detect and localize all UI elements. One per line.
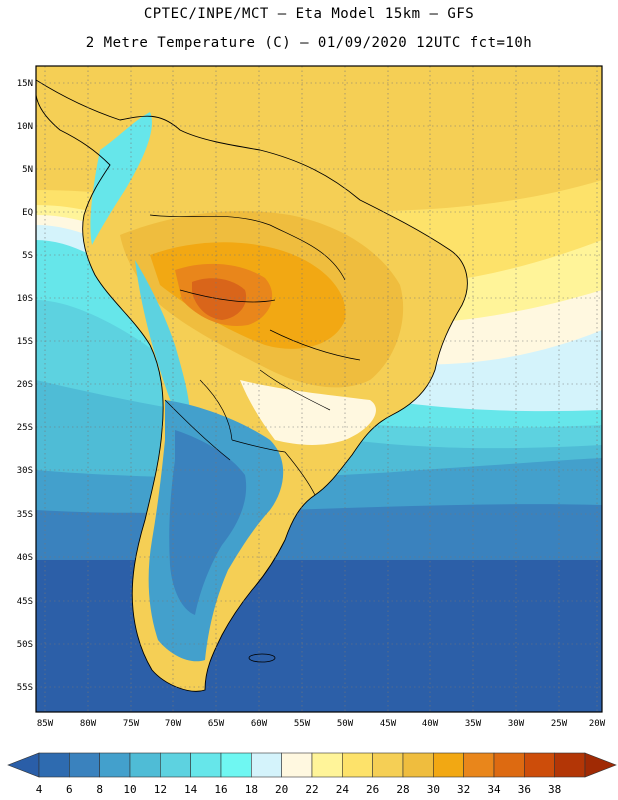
colorbar-label: 8: [96, 783, 103, 796]
lat-label: 15N: [17, 79, 33, 89]
colorbar-cell: [190, 752, 222, 778]
lat-label: 50S: [17, 640, 33, 650]
lat-label: 5N: [22, 165, 33, 175]
lat-label: 5S: [22, 251, 33, 261]
temperature-field: [36, 66, 602, 712]
colorbar-label: 24: [335, 783, 349, 796]
falkland-islands: [248, 653, 276, 663]
colorbar-cell: [402, 752, 434, 778]
land-southeast-cool: [240, 380, 376, 445]
colorbar-label: 10: [123, 783, 137, 796]
lon-label: 60W: [251, 719, 268, 729]
longitude-axis: 85W 80W 75W 70W 65W 60W 55W 50W 45W 40W …: [37, 719, 606, 729]
lon-label: 40W: [422, 719, 439, 729]
colorbar-cell: [554, 752, 586, 778]
colorbar-cell: [99, 752, 131, 778]
lon-label: 55W: [294, 719, 311, 729]
colorbar-cells: [38, 752, 586, 778]
lat-label: 10S: [17, 294, 33, 304]
lat-label: 30S: [17, 466, 33, 476]
colorbar-label: 18: [244, 783, 258, 796]
colorbar-label: 20: [275, 783, 289, 796]
colorbar-cell: [493, 752, 525, 778]
land-andes-central: [135, 260, 191, 430]
colorbar-cell: [463, 752, 495, 778]
lon-label: 25W: [551, 719, 568, 729]
colorbar-cell: [220, 752, 252, 778]
lon-label: 70W: [165, 719, 182, 729]
colorbar-cell: [281, 752, 313, 778]
colorbar-label: 4: [35, 783, 43, 796]
land-andes-north: [90, 112, 152, 245]
coastlines: [36, 79, 468, 692]
lon-label: 80W: [80, 719, 97, 729]
lat-label: 35S: [17, 510, 33, 520]
lat-label: 25S: [17, 423, 33, 433]
colorbar-cell: [524, 752, 555, 778]
lat-label: 10N: [17, 122, 33, 132]
lon-label: 75W: [123, 719, 140, 729]
land-patagonia-cold: [169, 430, 247, 615]
lat-label: 20S: [17, 380, 33, 390]
colorbar-low-arrow: [7, 752, 40, 778]
lon-label: 35W: [465, 719, 482, 729]
lat-label: 45S: [17, 597, 33, 607]
lat-label: EQ: [22, 208, 33, 218]
lon-label: 50W: [337, 719, 354, 729]
lat-label: 55S: [17, 683, 33, 693]
colorbar-cell: [160, 752, 191, 778]
colorbar-cell: [342, 752, 373, 778]
colorbar-cell: [372, 752, 404, 778]
colorbar-label: 16: [214, 783, 228, 796]
colorbar-label: 28: [396, 783, 410, 796]
colorbar-label: 34: [487, 783, 501, 796]
colorbar-cell: [311, 752, 343, 778]
country-borders: [149, 214, 361, 496]
colorbar-cell: [129, 752, 161, 778]
lon-label: 85W: [37, 719, 54, 729]
lon-label: 20W: [589, 719, 606, 729]
colorbar-cell: [38, 752, 70, 778]
lat-label: 15S: [17, 337, 33, 347]
colorbar-label: 12: [153, 783, 167, 796]
lat-label: 40S: [17, 553, 33, 563]
lon-label: 30W: [508, 719, 525, 729]
latitude-axis: 15N 10N 5N EQ 5S 10S 15S 20S 25S 30S 35S…: [17, 79, 33, 693]
colorbar-label: 32: [457, 783, 471, 796]
colorbar-cell: [251, 752, 282, 778]
colorbar-label: 22: [305, 783, 319, 796]
colorbar: [7, 752, 617, 778]
colorbar-label: 26: [366, 783, 380, 796]
map-title-line1: CPTEC/INPE/MCT – Eta Model 15km – GFS: [143, 6, 475, 22]
colorbar-label: 6: [66, 783, 73, 796]
map-frame: [35, 65, 603, 713]
colorbar-cell: [69, 752, 100, 778]
colorbar-label: 14: [184, 783, 198, 796]
colorbar-label: 38: [548, 783, 562, 796]
map-title-line2: 2 Metre Temperature (C) – 01/09/2020 12U…: [85, 35, 533, 51]
colorbar-high-arrow: [584, 752, 617, 778]
coast-outline: [36, 79, 468, 692]
colorbar-label: 30: [426, 783, 440, 796]
colorbar-label: 36: [517, 783, 531, 796]
colorbar-cell: [433, 752, 464, 778]
lon-label: 65W: [208, 719, 225, 729]
lon-label: 45W: [380, 719, 397, 729]
